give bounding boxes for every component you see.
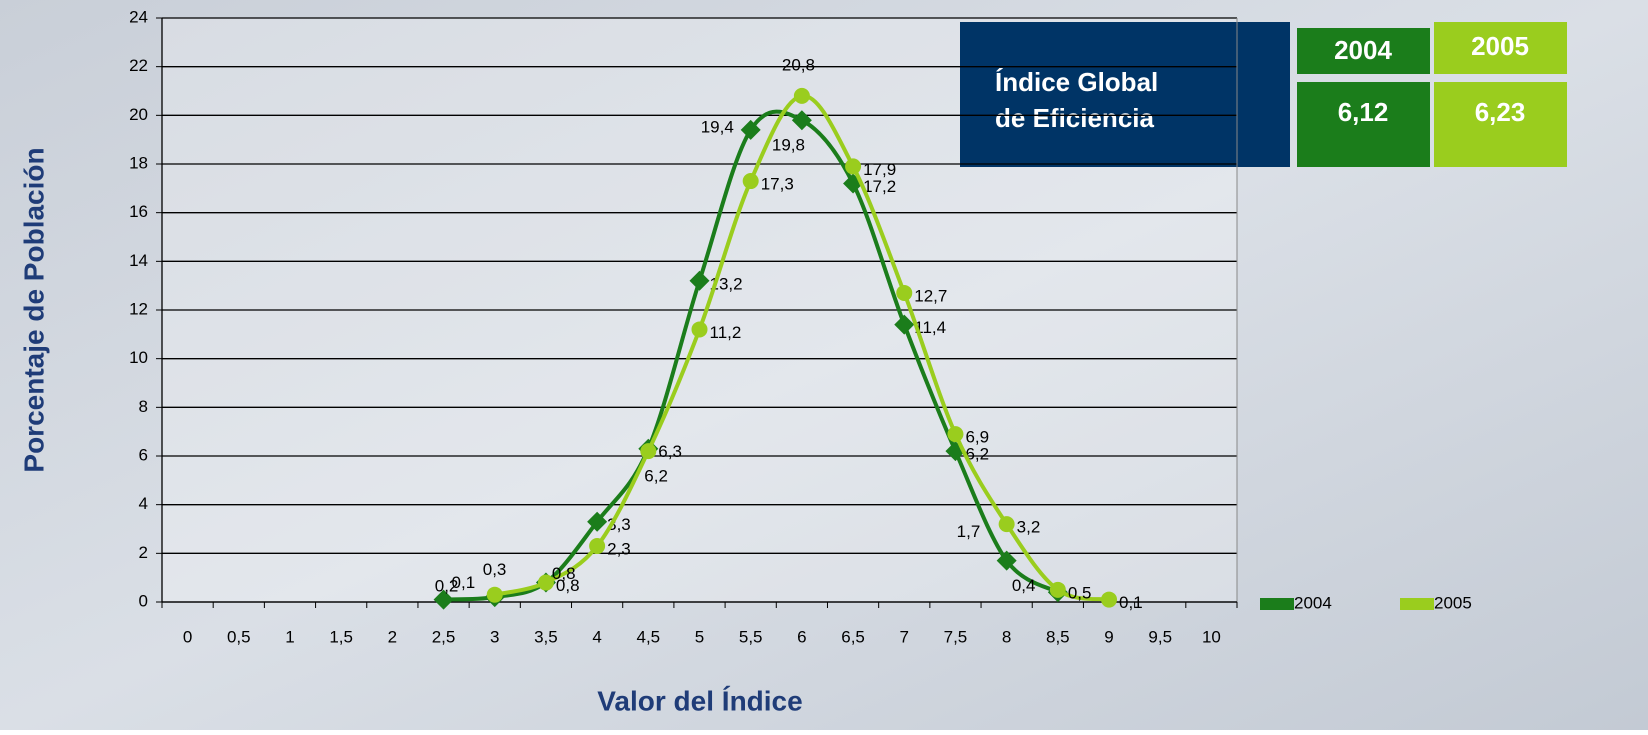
x-tick-label: 0	[183, 627, 192, 646]
x-tick-label: 3	[490, 627, 499, 646]
y-tick-label: 20	[129, 105, 148, 124]
marker	[589, 538, 605, 554]
marker	[896, 285, 912, 301]
marker	[640, 443, 656, 459]
value-label: 6,9	[965, 428, 989, 447]
value-label: 17,9	[863, 160, 896, 179]
value-label: 0,8	[552, 564, 576, 583]
legend-swatch	[1400, 598, 1434, 610]
x-tick-label: 7,5	[944, 627, 968, 646]
y-tick-label: 14	[129, 251, 148, 270]
value-label: 6,2	[644, 467, 668, 486]
x-tick-label: 8	[1002, 627, 1011, 646]
y-tick-label: 16	[129, 202, 148, 221]
y-tick-label: 22	[129, 56, 148, 75]
value-label: 0,4	[1012, 576, 1036, 595]
x-tick-label: 5,5	[739, 627, 763, 646]
x-tick-label: 3,5	[534, 627, 558, 646]
y-tick-label: 8	[139, 397, 148, 416]
x-axis-title: Valor del Índice	[597, 685, 802, 716]
x-tick-label: 10	[1202, 627, 1221, 646]
y-tick-label: 6	[139, 445, 148, 464]
y-tick-label: 18	[129, 153, 148, 172]
legend-label: 2004	[1294, 593, 1332, 612]
summary-header: 2004	[1334, 35, 1392, 65]
x-tick-label: 2	[388, 627, 397, 646]
summary-value: 6,23	[1475, 97, 1526, 127]
x-tick-label: 5	[695, 627, 704, 646]
x-tick-label: 6,5	[841, 627, 865, 646]
y-tick-label: 0	[139, 591, 148, 610]
marker	[1050, 582, 1066, 598]
x-tick-label: 7	[900, 627, 909, 646]
marker	[692, 321, 708, 337]
value-label: 17,2	[863, 177, 896, 196]
marker	[947, 426, 963, 442]
value-label: 20,8	[782, 55, 815, 74]
value-label: 6,3	[658, 442, 682, 461]
x-tick-label: 2,5	[432, 627, 456, 646]
value-label: 19,8	[772, 136, 805, 155]
y-tick-label: 4	[139, 494, 148, 513]
legend-label: 2005	[1434, 593, 1472, 612]
value-label: 12,7	[914, 286, 947, 305]
value-label: 0,1	[1119, 593, 1143, 612]
x-tick-label: 4,5	[636, 627, 660, 646]
marker	[845, 158, 861, 174]
x-tick-label: 0,5	[227, 627, 251, 646]
marker	[743, 173, 759, 189]
x-tick-label: 9	[1104, 627, 1113, 646]
marker	[1101, 592, 1117, 608]
value-label: 0,2	[435, 577, 459, 596]
summary-box: Índice Global de Eficiencia 2004 2005 6,…	[960, 22, 1567, 167]
value-label: 17,3	[761, 175, 794, 194]
chart: Valor del Índice Porcentaje de Población…	[0, 0, 1648, 730]
summary-label: Índice Global	[995, 67, 1158, 97]
value-label: 0,3	[483, 560, 507, 579]
x-tick-label: 1,5	[329, 627, 353, 646]
summary-value: 6,12	[1338, 97, 1389, 127]
y-tick-label: 10	[129, 348, 148, 367]
summary-label: de Eficiencia	[995, 103, 1154, 133]
value-label: 2,3	[607, 540, 631, 559]
x-tick-label: 6	[797, 627, 806, 646]
x-tick-label: 8,5	[1046, 627, 1070, 646]
x-tick-label: 9,5	[1148, 627, 1172, 646]
y-tick-label: 12	[129, 299, 148, 318]
value-label: 11,2	[710, 323, 742, 342]
legend-swatch	[1260, 598, 1294, 610]
y-tick-label: 24	[129, 7, 148, 26]
marker	[487, 587, 503, 603]
value-label: 19,4	[701, 117, 734, 136]
value-label: 0,5	[1068, 583, 1092, 602]
x-tick-label: 1	[285, 627, 294, 646]
summary-header: 2005	[1471, 31, 1529, 61]
x-tick-label: 4	[592, 627, 601, 646]
value-label: 1,7	[957, 522, 981, 541]
y-axis-title: Porcentaje de Población	[18, 147, 49, 472]
y-tick-label: 2	[139, 543, 148, 562]
marker	[794, 88, 810, 104]
value-label: 3,2	[1017, 518, 1041, 537]
marker	[999, 516, 1015, 532]
